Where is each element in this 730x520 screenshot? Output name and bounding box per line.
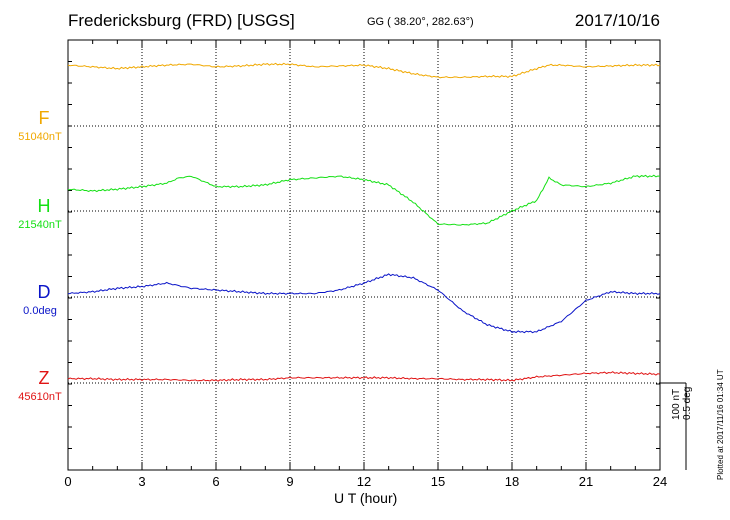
- x-tick-label: 3: [138, 474, 146, 489]
- x-tick-label: 9: [286, 474, 294, 489]
- x-axis-ticks: [67, 40, 661, 470]
- series-line-d: [67, 273, 661, 334]
- scale-label: 100 nT 0.5 deg: [671, 387, 693, 420]
- x-tick-label: 18: [504, 474, 520, 489]
- vertical-gridlines: [141, 40, 587, 470]
- chart-date: 2017/10/16: [574, 11, 660, 30]
- scale-deg-label: 0.5 deg: [682, 386, 693, 420]
- scale-bar: [660, 382, 687, 470]
- channel-label-z: Z: [38, 368, 50, 388]
- chart-title: Fredericksburg (FRD) [USGS]: [68, 11, 295, 30]
- plot-frame: [67, 39, 661, 471]
- x-tick-label: 12: [356, 474, 372, 489]
- series-lines: [67, 62, 661, 382]
- x-tick-label: 6: [212, 474, 220, 489]
- series-line-f: [67, 62, 661, 79]
- channel-label-f: F: [38, 108, 50, 128]
- channel-baselines: [68, 125, 660, 384]
- channel-baseline-z: 45610nT: [18, 391, 62, 403]
- channel-baseline-h: 21540nT: [18, 219, 62, 231]
- x-tick-label: 0: [64, 474, 72, 489]
- x-tick-label: 21: [578, 474, 594, 489]
- channel-label-d: D: [37, 282, 51, 302]
- series-line-h: [67, 174, 661, 226]
- plotted-timestamp: Plotted at 2017/11/16 01:34 UT: [716, 369, 725, 480]
- geographic-coordinates: GG ( 38.20°, 282.63°): [367, 16, 474, 28]
- x-tick-label: 15: [430, 474, 446, 489]
- channel-label-h: H: [37, 196, 51, 216]
- channel-baseline-d: 0.0deg: [23, 305, 57, 317]
- channel-baseline-f: 51040nT: [18, 131, 62, 143]
- x-axis-title: U T (hour): [334, 490, 398, 506]
- scale-nt-label: 100 nT: [671, 388, 682, 420]
- series-line-z: [67, 371, 661, 382]
- y-minor-ticks: [68, 39, 660, 471]
- x-tick-label: 24: [652, 474, 668, 489]
